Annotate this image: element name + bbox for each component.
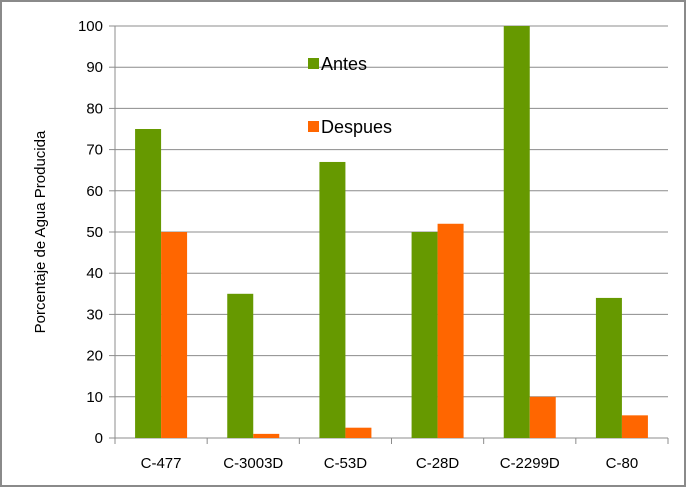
y-tick-label: 20 bbox=[86, 348, 103, 365]
bar-antes-c-53d bbox=[319, 161, 346, 438]
y-tick-label: 10 bbox=[86, 389, 103, 406]
x-tick-label: C-477 bbox=[141, 455, 182, 472]
bar-despues-c-28d bbox=[437, 223, 464, 438]
bar-despues-c-3003d bbox=[253, 433, 280, 438]
x-tick-label: C-53D bbox=[324, 455, 368, 472]
bar-despues-c-477 bbox=[161, 232, 188, 438]
bars bbox=[135, 26, 648, 438]
bar-antes-c-80 bbox=[595, 297, 622, 438]
legend-label-despues: Despues bbox=[321, 117, 392, 137]
legend-swatch-antes bbox=[308, 58, 319, 69]
x-tick-label: C-28D bbox=[416, 455, 460, 472]
legend: Antes Despues bbox=[308, 54, 392, 137]
y-tick-label: 40 bbox=[86, 265, 103, 282]
y-tick-label: 100 bbox=[78, 18, 103, 35]
y-tick-label: 70 bbox=[86, 142, 103, 159]
y-axis-label: Porcentaje de Agua Producida bbox=[32, 130, 49, 333]
x-tick-label: C-80 bbox=[606, 455, 639, 472]
bar-antes-c-477 bbox=[135, 129, 162, 438]
legend-swatch-despues bbox=[308, 121, 319, 132]
bar-despues-c-53d bbox=[345, 427, 372, 438]
bar-antes-c-2299d bbox=[503, 26, 530, 438]
y-tick-label: 30 bbox=[86, 306, 103, 323]
legend-label-antes: Antes bbox=[321, 54, 367, 74]
bar-antes-c-3003d bbox=[227, 293, 254, 438]
y-tick-label: 60 bbox=[86, 183, 103, 200]
y-tick-label: 0 bbox=[95, 430, 103, 447]
x-tick-label: C-3003D bbox=[223, 455, 283, 472]
tick-labels: 0 10 20 30 40 50 60 70 80 90 100 C-477 C-3003D C-53D C… bbox=[78, 18, 638, 472]
y-tick-label: 90 bbox=[86, 59, 103, 76]
y-tick-label: 80 bbox=[86, 100, 103, 117]
bar-despues-c-80 bbox=[621, 415, 648, 438]
bar-antes-c-28d bbox=[411, 232, 438, 438]
gridlines bbox=[115, 25, 668, 398]
bar-despues-c-2299d bbox=[529, 396, 556, 438]
axes bbox=[109, 25, 669, 444]
y-tick-label: 50 bbox=[86, 224, 103, 241]
x-tick-label: C-2299D bbox=[500, 455, 560, 472]
